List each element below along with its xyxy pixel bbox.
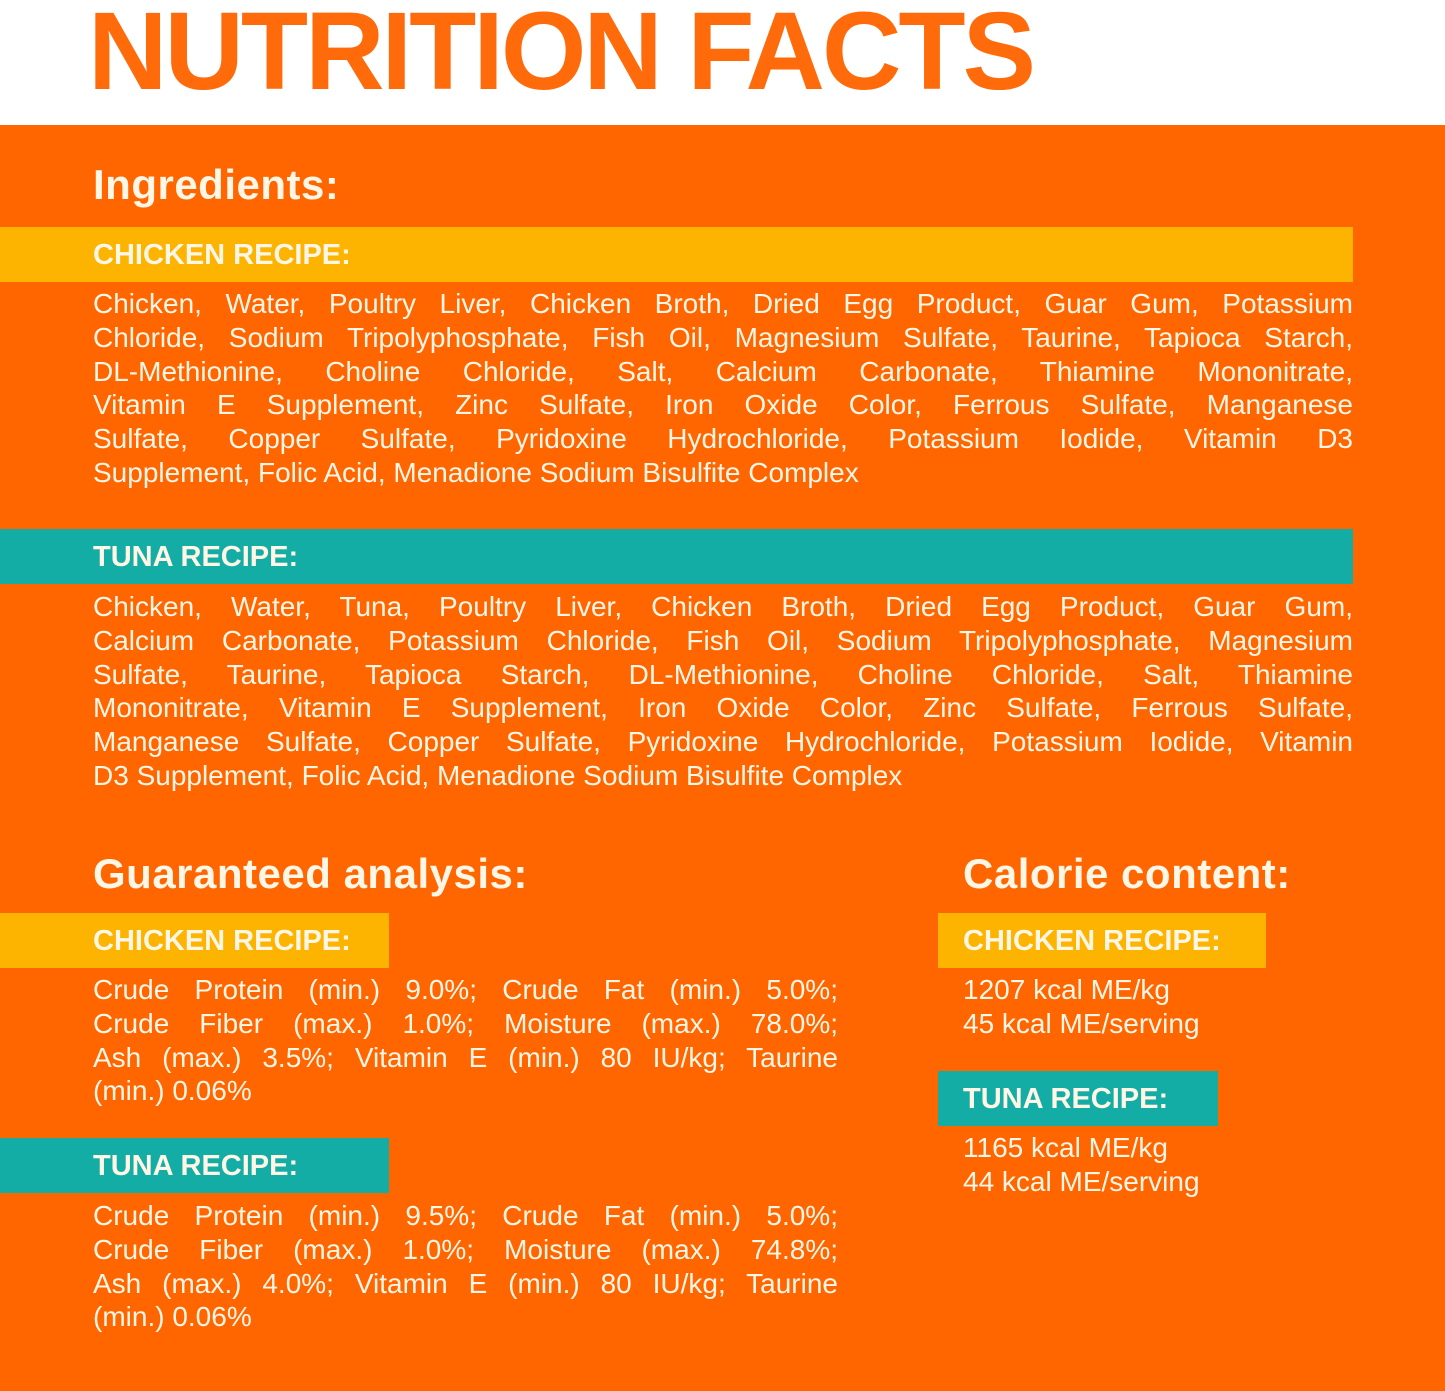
ingredients-tuna-label: TUNA RECIPE: xyxy=(93,541,299,573)
ingredients-tuna-bar: TUNA RECIPE: xyxy=(0,529,1353,584)
text-line: Ash (max.) 4.0%; Vitamin E (min.) 80 IU/… xyxy=(93,1267,838,1299)
calories-chicken-bar: CHICKEN RECIPE: xyxy=(938,913,1266,968)
header: NUTRITION FACTS xyxy=(0,0,1445,125)
text-line: Crude Fiber (max.) 1.0%; Moisture (max.)… xyxy=(93,1007,838,1039)
text-line: (min.) 0.06% xyxy=(93,1075,252,1107)
calories-heading: Calorie content: xyxy=(963,850,1291,897)
text-line: Crude Protein (min.) 9.0%; Crude Fat (mi… xyxy=(93,974,838,1005)
analysis-tuna-text: Crude Protein (min.) 9.5%; Crude Fat (mi… xyxy=(93,1199,838,1334)
text-line: Calcium Carbonate, Potassium Chloride, F… xyxy=(93,624,1353,656)
ingredients-chicken-bar: CHICKEN RECIPE: xyxy=(0,227,1353,282)
analysis-chicken-label: CHICKEN RECIPE: xyxy=(93,925,351,957)
text-line: DL-Methionine, Choline Chloride, Salt, C… xyxy=(93,355,1353,387)
ingredients-chicken-text: Chicken, Water, Poultry Liver, Chicken B… xyxy=(93,287,1353,490)
calories-chicken-label: CHICKEN RECIPE: xyxy=(963,925,1221,957)
ingredients-tuna-text: Chicken, Water, Tuna, Poultry Liver, Chi… xyxy=(93,590,1353,793)
text-line: 44 kcal ME/serving xyxy=(963,1165,1200,1197)
text-line: D3 Supplement, Folic Acid, Menadione Sod… xyxy=(93,759,903,791)
calories-chicken-text: 1207 kcal ME/kg 45 kcal ME/serving xyxy=(963,973,1363,1041)
ingredients-chicken-label: CHICKEN RECIPE: xyxy=(93,239,351,271)
calories-tuna-label: TUNA RECIPE: xyxy=(963,1083,1169,1115)
analysis-tuna-bar: TUNA RECIPE: xyxy=(0,1138,389,1193)
text-line: Sulfate, Copper Sulfate, Pyridoxine Hydr… xyxy=(93,423,1353,455)
text-line: Sulfate, Taurine, Tapioca Starch, DL-Met… xyxy=(93,658,1353,690)
analysis-tuna-label: TUNA RECIPE: xyxy=(93,1150,299,1182)
analysis-heading: Guaranteed analysis: xyxy=(93,850,528,897)
text-line: Mononitrate, Vitamin E Supplement, Iron … xyxy=(93,692,1353,724)
calories-tuna-text: 1165 kcal ME/kg 44 kcal ME/serving xyxy=(963,1131,1363,1199)
text-line: Crude Protein (min.) 9.5%; Crude Fat (mi… xyxy=(93,1200,838,1231)
text-line: Manganese Sulfate, Copper Sulfate, Pyrid… xyxy=(93,726,1353,758)
text-line: Chicken, Water, Tuna, Poultry Liver, Chi… xyxy=(93,591,1353,622)
calories-tuna-bar: TUNA RECIPE: xyxy=(938,1071,1218,1126)
analysis-chicken-text: Crude Protein (min.) 9.0%; Crude Fat (mi… xyxy=(93,973,838,1108)
ingredients-heading: Ingredients: xyxy=(93,161,340,208)
text-line: 1165 kcal ME/kg xyxy=(963,1132,1168,1163)
text-line: 1207 kcal ME/kg xyxy=(963,974,1170,1005)
text-line: Ash (max.) 3.5%; Vitamin E (min.) 80 IU/… xyxy=(93,1041,838,1073)
text-line: Chloride, Sodium Tripolyphosphate, Fish … xyxy=(93,321,1353,353)
page-title: NUTRITION FACTS xyxy=(88,0,1036,113)
text-line: (min.) 0.06% xyxy=(93,1301,252,1333)
text-line: Chicken, Water, Poultry Liver, Chicken B… xyxy=(93,288,1353,319)
text-line: 45 kcal ME/serving xyxy=(963,1007,1200,1039)
analysis-chicken-bar: CHICKEN RECIPE: xyxy=(0,913,389,968)
text-line: Crude Fiber (max.) 1.0%; Moisture (max.)… xyxy=(93,1233,838,1265)
text-line: Vitamin E Supplement, Zinc Sulfate, Iron… xyxy=(93,389,1353,421)
text-line: Supplement, Folic Acid, Menadione Sodium… xyxy=(93,456,859,488)
